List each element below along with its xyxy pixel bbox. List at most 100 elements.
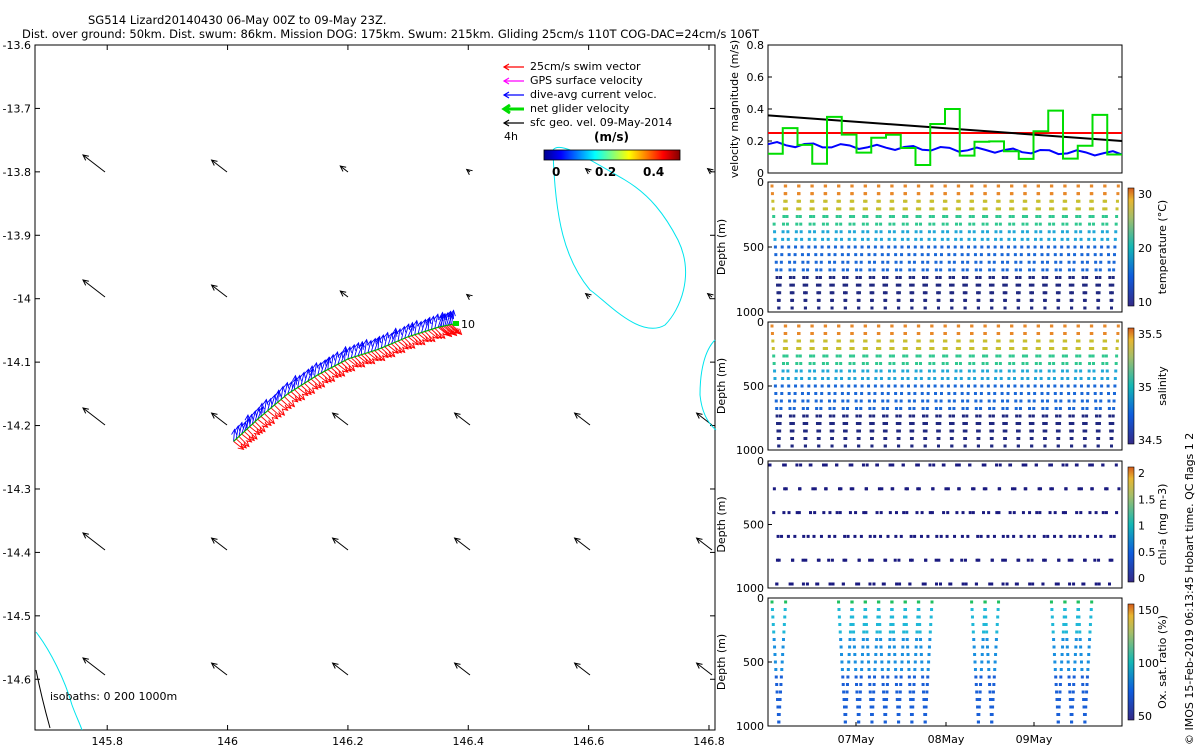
profile-point bbox=[1079, 511, 1083, 515]
profile-point bbox=[908, 582, 912, 586]
swim-vector bbox=[260, 416, 272, 427]
profile-point bbox=[1085, 276, 1089, 279]
profile-point bbox=[879, 230, 883, 234]
swim-vector bbox=[267, 410, 279, 420]
profile-point bbox=[941, 230, 945, 234]
profile-point bbox=[995, 215, 999, 218]
profile-point bbox=[974, 268, 978, 272]
profile-point bbox=[937, 429, 941, 433]
profile-point bbox=[985, 638, 989, 641]
profile-point bbox=[842, 558, 846, 562]
profile-point bbox=[819, 260, 823, 264]
profile-point bbox=[938, 283, 942, 287]
profile-point bbox=[846, 260, 850, 264]
profile-point bbox=[820, 392, 824, 395]
profile-point bbox=[1083, 720, 1087, 724]
profile-point bbox=[859, 683, 863, 686]
profile-point bbox=[957, 487, 961, 491]
profile-point bbox=[852, 362, 856, 365]
profile-point bbox=[956, 184, 960, 188]
profile-point bbox=[1094, 268, 1098, 272]
profile-point bbox=[907, 392, 911, 395]
profile-point bbox=[908, 414, 912, 418]
profile-point bbox=[843, 444, 847, 448]
profile-point bbox=[1063, 608, 1067, 611]
profile-point bbox=[781, 222, 785, 226]
profile-point bbox=[1100, 369, 1104, 373]
profile-point bbox=[784, 339, 788, 343]
profile-point bbox=[941, 369, 945, 373]
swim-vector bbox=[397, 340, 409, 350]
profile-point bbox=[1113, 384, 1117, 388]
profile-point bbox=[1040, 260, 1044, 264]
profile-point bbox=[771, 347, 775, 350]
profile-point bbox=[1089, 184, 1093, 188]
profile-point bbox=[834, 369, 838, 373]
profile-point bbox=[791, 437, 795, 440]
profile-point bbox=[1038, 222, 1042, 226]
profile-point bbox=[911, 291, 915, 295]
profile-point bbox=[987, 675, 991, 679]
current-vector-shaft bbox=[277, 390, 280, 403]
swim-vector-shaft bbox=[310, 378, 322, 389]
profile-point bbox=[940, 384, 944, 388]
profile-point bbox=[961, 414, 965, 418]
profile-point bbox=[937, 291, 941, 295]
profile-point bbox=[953, 534, 957, 538]
profile-point bbox=[859, 407, 863, 410]
geo-arrow-shaft bbox=[454, 537, 471, 551]
profile-point bbox=[888, 511, 892, 515]
profile-point bbox=[961, 582, 965, 586]
glider-track bbox=[233, 323, 454, 442]
profile-point bbox=[1069, 291, 1073, 295]
profile-point bbox=[999, 369, 1003, 373]
profile-point bbox=[1065, 369, 1069, 373]
profile-point bbox=[908, 268, 912, 272]
profile-point bbox=[1001, 268, 1005, 272]
profile-point bbox=[862, 511, 866, 515]
profile-point bbox=[795, 463, 799, 467]
profile-point bbox=[947, 253, 951, 257]
profile-point bbox=[1054, 399, 1058, 403]
profile-point bbox=[1039, 377, 1043, 380]
profile-point bbox=[813, 377, 817, 380]
profile-point bbox=[1112, 260, 1116, 264]
current-vector-shaft bbox=[314, 362, 317, 377]
profile-point bbox=[975, 276, 979, 279]
profile-point bbox=[910, 298, 914, 302]
profile-point bbox=[800, 384, 804, 388]
coast-isobath-line bbox=[35, 631, 83, 731]
current-vector-shaft bbox=[233, 429, 236, 442]
profile-point bbox=[983, 332, 987, 335]
profile-point bbox=[1060, 653, 1064, 656]
profile-point bbox=[809, 347, 813, 350]
profile-point bbox=[798, 347, 802, 350]
profile-point bbox=[1102, 207, 1106, 211]
profile-point bbox=[867, 253, 871, 257]
y-tick-label: 500 bbox=[743, 656, 764, 669]
profile-point bbox=[1008, 354, 1012, 358]
profile-point bbox=[1080, 668, 1084, 671]
swim-vector-shaft bbox=[397, 340, 409, 350]
profile-point bbox=[982, 215, 986, 218]
swim-vector bbox=[320, 372, 332, 383]
profile-point bbox=[954, 369, 958, 373]
profile-point bbox=[1054, 260, 1058, 264]
geo-arrow-head bbox=[82, 407, 89, 414]
profile-point bbox=[1011, 347, 1015, 350]
profile-point bbox=[978, 276, 982, 279]
profile-point bbox=[789, 291, 793, 295]
isobaths-label: isobaths: 0 200 1000m bbox=[50, 690, 177, 703]
current-vector-head bbox=[362, 338, 369, 346]
profile-point bbox=[1099, 253, 1103, 257]
profile-point bbox=[842, 705, 846, 709]
profile-point bbox=[833, 245, 837, 249]
profile-point bbox=[875, 511, 879, 515]
profile-point bbox=[919, 377, 923, 380]
profile-point bbox=[1088, 222, 1092, 226]
profile-point bbox=[772, 630, 776, 634]
colorbar-tick-label: 1 bbox=[1138, 520, 1145, 533]
profile-point bbox=[1034, 362, 1038, 365]
profile-point bbox=[804, 429, 808, 433]
profile-point bbox=[1110, 429, 1114, 433]
